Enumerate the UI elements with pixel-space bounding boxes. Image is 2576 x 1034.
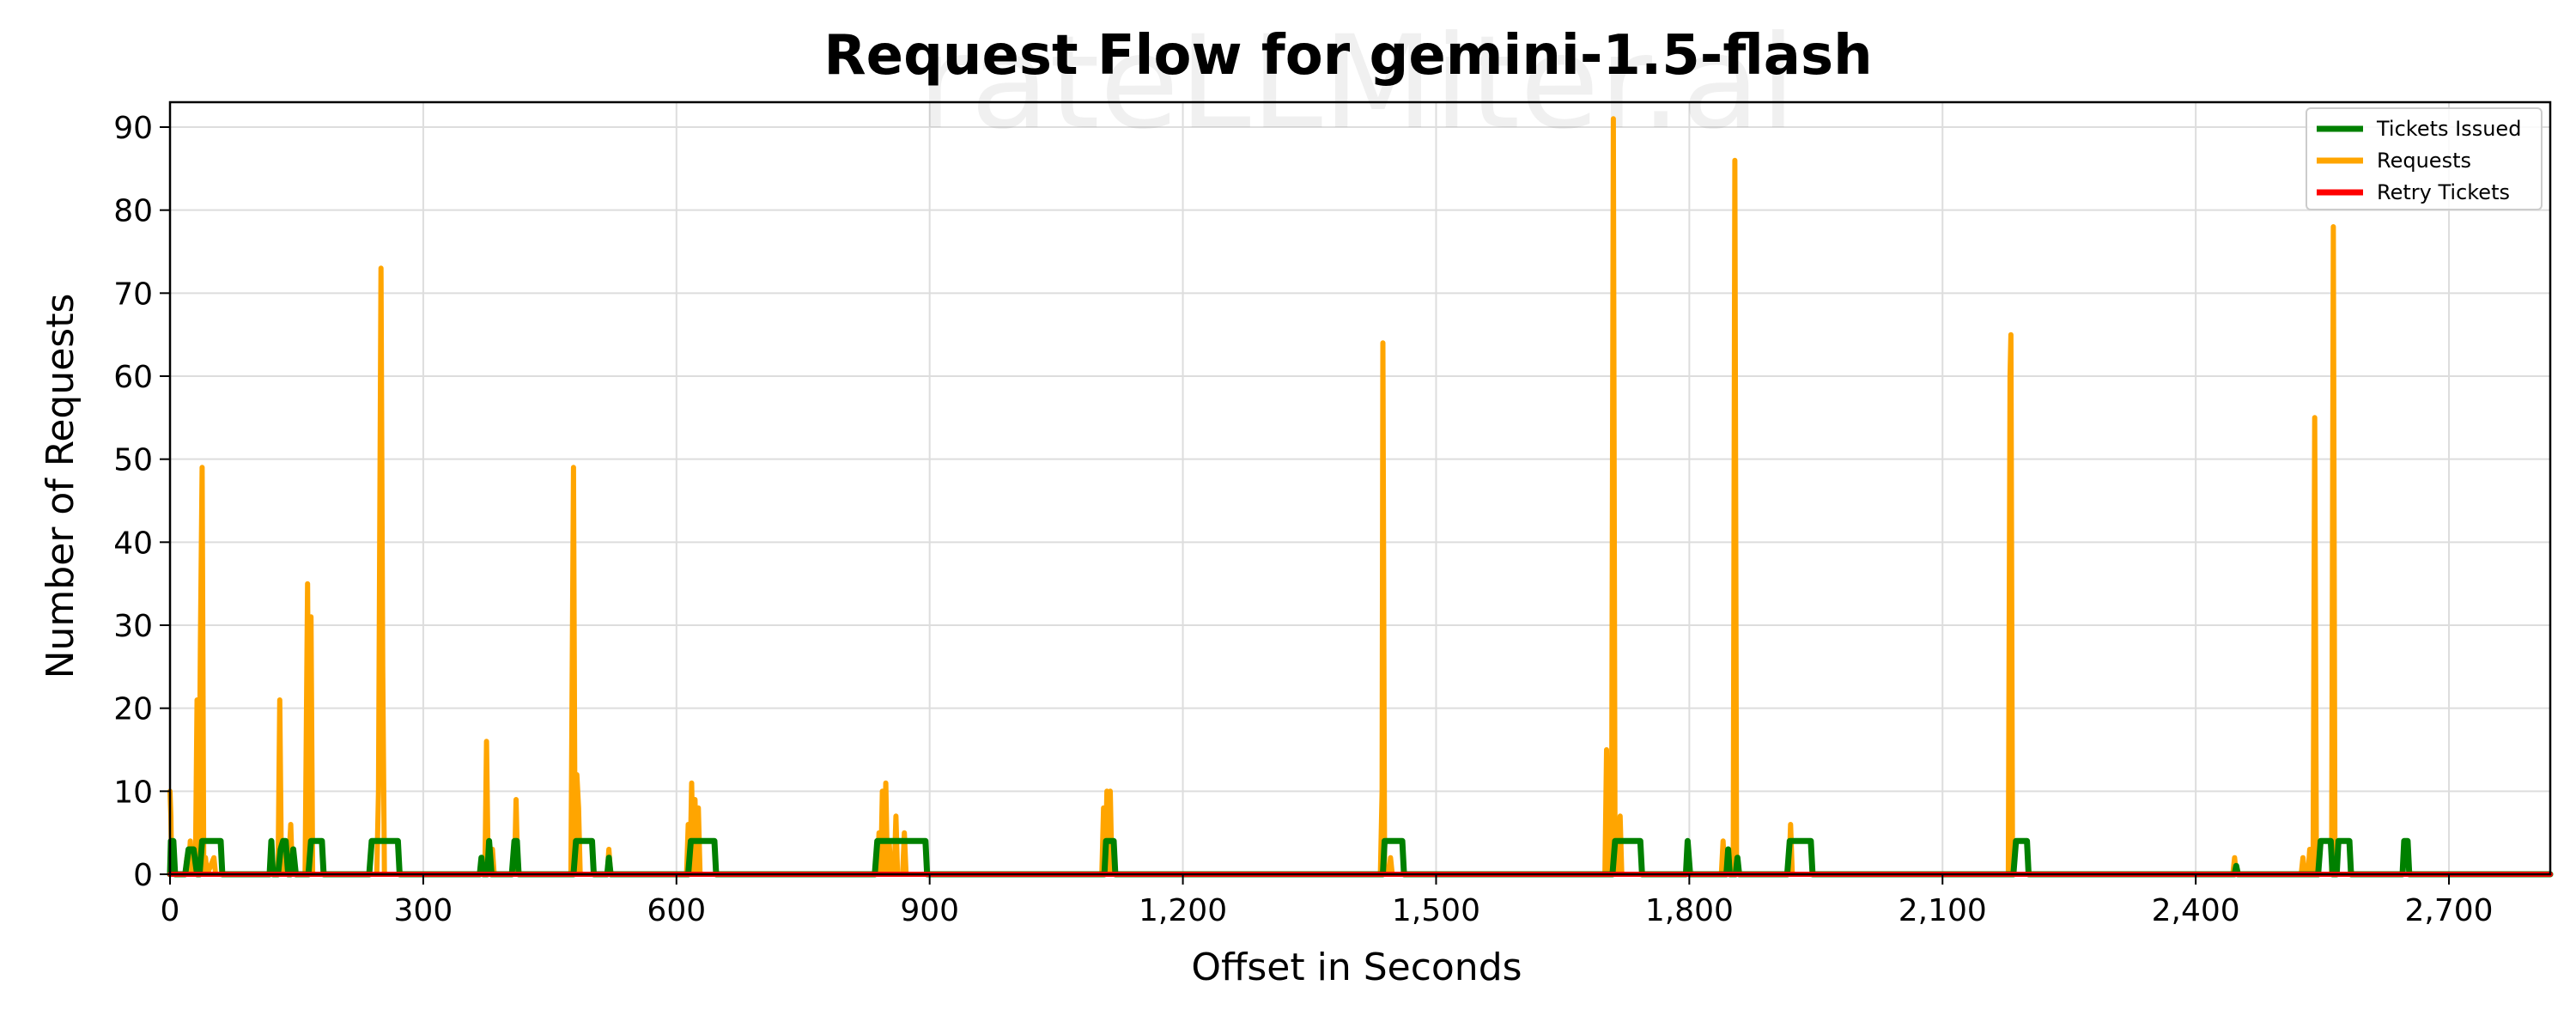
y-tick-label: 30 <box>113 609 153 644</box>
y-tick-label: 70 <box>113 277 153 312</box>
x-tick-label: 1,800 <box>1645 893 1734 928</box>
x-tick-label: 900 <box>900 893 959 928</box>
x-tick-label: 1,500 <box>1392 893 1480 928</box>
y-axis: 0 10 20 30 40 50 60 70 80 90 <box>113 111 170 893</box>
y-tick-label: 50 <box>113 443 153 478</box>
legend-label: Retry Tickets <box>2377 180 2510 204</box>
watermark-text: rateLLMiter.ai <box>917 9 1795 158</box>
x-axis: 0 300 600 900 1,200 1,500 1,800 2,100 2,400 2,700 <box>161 874 2494 928</box>
x-tick-label: 0 <box>161 893 180 928</box>
chart-title: Request Flow for gemini-1.5-flash <box>823 24 1872 88</box>
legend-box <box>2306 107 2543 210</box>
x-tick-label: 2,100 <box>1899 893 1987 928</box>
x-tick-label: 2,400 <box>2152 893 2240 928</box>
y-tick-label: 90 <box>113 111 153 146</box>
x-tick-label: 1,200 <box>1139 893 1227 928</box>
x-tick-label: 300 <box>394 893 453 928</box>
legend-label: Tickets Issued <box>2376 117 2521 141</box>
y-tick-label: 0 <box>133 858 153 893</box>
x-tick-label: 600 <box>647 893 706 928</box>
plot-frame <box>168 100 2552 876</box>
legend: Tickets Issued Requests Retry Tickets <box>2306 107 2543 210</box>
x-axis-label: Offset in Seconds <box>1191 946 1522 989</box>
y-tick-label: 20 <box>113 692 153 727</box>
y-axis-label: Number of Requests <box>39 294 82 679</box>
x-tick-label: 2,700 <box>2405 893 2494 928</box>
legend-label: Requests <box>2377 149 2471 173</box>
y-tick-label: 60 <box>113 360 153 395</box>
y-tick-label: 80 <box>113 194 153 229</box>
y-tick-label: 10 <box>113 775 153 810</box>
series-line-tickets-issued <box>167 837 2554 878</box>
y-tick-label: 40 <box>113 526 153 561</box>
